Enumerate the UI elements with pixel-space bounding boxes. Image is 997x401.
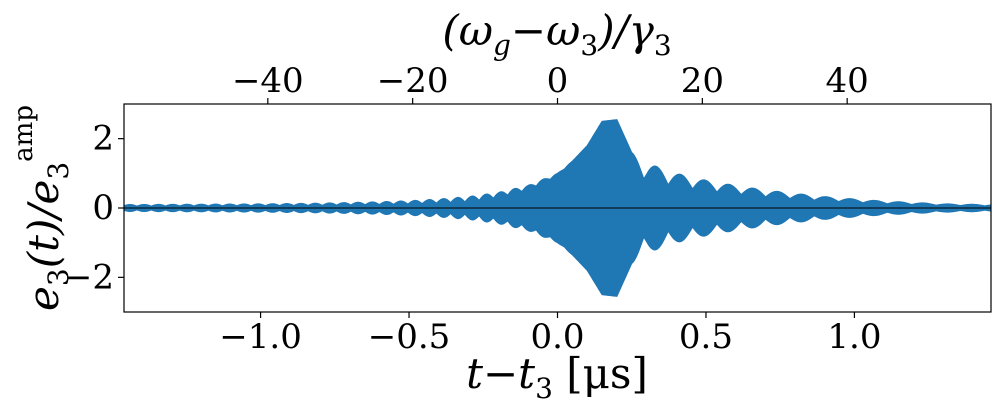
axes: −1.0 −0.5 0.0 0.5 1.0−40 −20 0 20 40−202 (64, 61, 992, 357)
left-tick-label: −2 (64, 257, 114, 297)
top-tick-label: 20 (681, 61, 724, 101)
left-axis-title: e3(t)/e3amp (9, 105, 75, 311)
top-tick-label: 40 (826, 61, 869, 101)
left-tick-label: 0 (92, 188, 114, 228)
bottom-tick-label: 0.5 (679, 317, 733, 357)
bottom-tick-label: 0.0 (530, 317, 584, 357)
plot-area (123, 119, 992, 297)
bottom-tick-label: −1.0 (219, 317, 302, 357)
top-tick-label: −40 (232, 61, 304, 101)
left-tick-label: 2 (92, 119, 114, 159)
top-tick-label: −20 (377, 61, 449, 101)
bottom-tick-label: −0.5 (368, 317, 451, 357)
top-axis-title: (ωg−ω3)/γ3 (442, 6, 671, 62)
top-tick-label: 0 (547, 61, 569, 101)
bottom-tick-label: 1.0 (827, 317, 881, 357)
bottom-axis-title: t−t3 [μs] (466, 349, 648, 401)
